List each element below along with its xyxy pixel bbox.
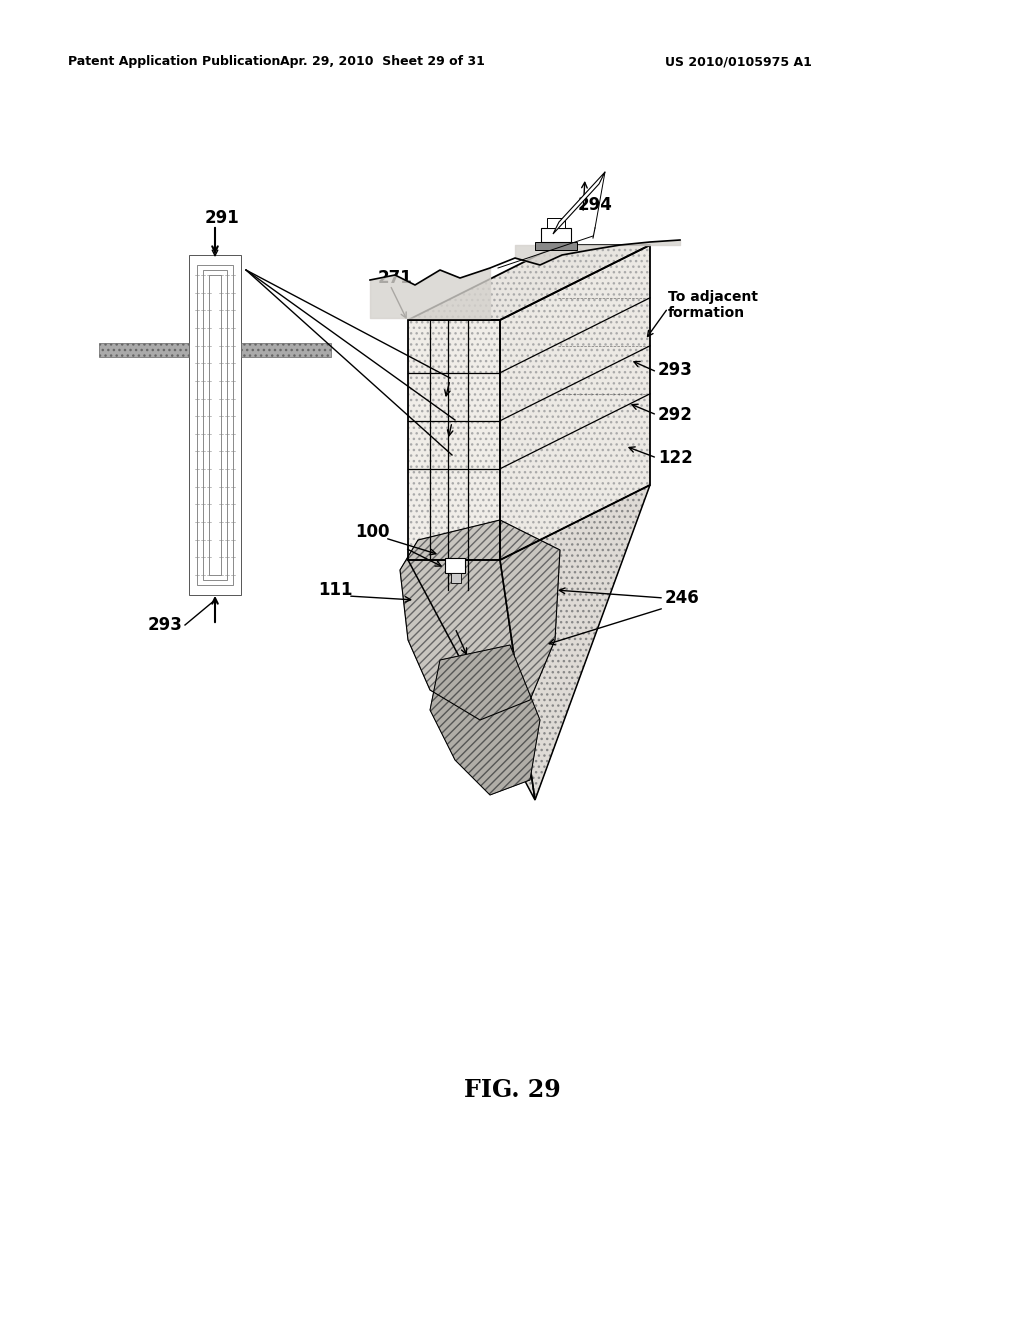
Polygon shape xyxy=(500,246,650,560)
Text: 291: 291 xyxy=(205,209,240,227)
Polygon shape xyxy=(408,560,535,800)
Text: 122: 122 xyxy=(658,449,693,467)
Text: 100: 100 xyxy=(355,523,389,541)
Text: 293: 293 xyxy=(148,616,183,634)
Bar xyxy=(445,558,465,573)
Text: FIG. 29: FIG. 29 xyxy=(464,1078,560,1102)
Text: 246: 246 xyxy=(665,589,699,607)
Bar xyxy=(189,255,241,595)
Bar xyxy=(209,276,221,574)
Polygon shape xyxy=(553,172,605,234)
Bar xyxy=(535,242,577,249)
Bar xyxy=(197,265,233,585)
Bar xyxy=(99,343,189,356)
Polygon shape xyxy=(500,484,650,800)
Bar xyxy=(451,573,461,583)
Text: 292: 292 xyxy=(658,407,693,424)
Text: US 2010/0105975 A1: US 2010/0105975 A1 xyxy=(665,55,812,69)
Text: 294: 294 xyxy=(578,195,613,214)
Text: Apr. 29, 2010  Sheet 29 of 31: Apr. 29, 2010 Sheet 29 of 31 xyxy=(280,55,484,69)
Text: 293: 293 xyxy=(658,360,693,379)
Polygon shape xyxy=(408,246,650,319)
Polygon shape xyxy=(430,645,540,795)
Text: Patent Application Publication: Patent Application Publication xyxy=(68,55,281,69)
Polygon shape xyxy=(408,319,500,560)
Polygon shape xyxy=(400,520,560,719)
Bar xyxy=(541,228,571,242)
Bar xyxy=(203,271,227,579)
Text: 271: 271 xyxy=(378,269,413,286)
Bar xyxy=(241,343,331,356)
Text: 111: 111 xyxy=(318,581,352,599)
Text: To adjacent
formation: To adjacent formation xyxy=(668,290,758,321)
Bar xyxy=(547,218,565,228)
